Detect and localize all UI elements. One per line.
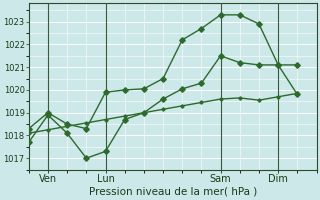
X-axis label: Pression niveau de la mer( hPa ): Pression niveau de la mer( hPa ) <box>89 187 257 197</box>
